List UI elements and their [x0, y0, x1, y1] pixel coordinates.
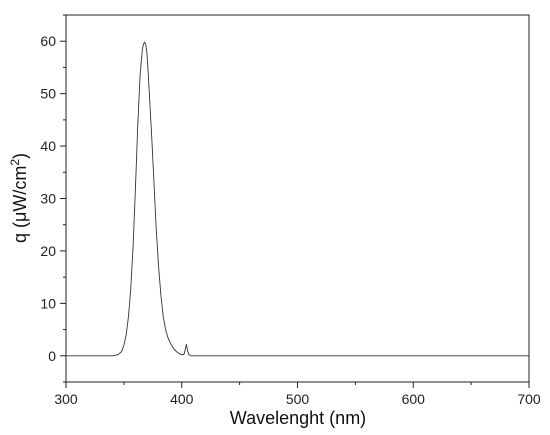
x-tick-label: 500: [286, 391, 310, 407]
x-tick-label: 600: [402, 391, 426, 407]
axis-ticks: [60, 14, 530, 388]
y-axis-title-superscript: 2: [8, 159, 22, 166]
y-tick-label: 0: [48, 348, 56, 364]
x-tick-label: 700: [517, 391, 541, 407]
y-tick-label: 60: [40, 33, 56, 49]
spectrum-line: [66, 41, 529, 357]
y-axis-title-close: ): [10, 153, 30, 159]
x-tick-label: 400: [170, 391, 194, 407]
y-tick-label: 40: [40, 138, 56, 154]
y-tick-label: 10: [40, 295, 56, 311]
y-axis-title-main: q (μW/cm: [10, 166, 30, 243]
y-tick-label: 20: [40, 243, 56, 259]
x-axis-title: Wavelenght (nm): [230, 408, 366, 428]
y-tick-label: 30: [40, 191, 56, 207]
y-axis-title: q (μW/cm2): [8, 153, 30, 243]
y-tick-labels: 0 10 20 30 40 50 60: [40, 33, 56, 364]
y-tick-label: 50: [40, 86, 56, 102]
x-tick-label: 300: [54, 391, 78, 407]
x-tick-labels: 300 400 500 600 700: [54, 391, 541, 407]
